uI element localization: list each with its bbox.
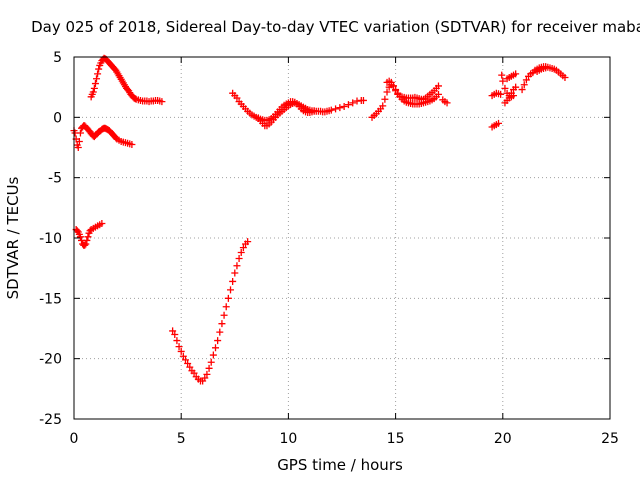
x-tick-label: 5 (177, 431, 186, 447)
data-point (239, 244, 247, 252)
data-point (74, 144, 82, 151)
data-point (332, 105, 340, 113)
y-tick-label: -25 (39, 412, 62, 428)
y-tick-label: 0 (53, 110, 62, 126)
data-point (216, 328, 224, 336)
y-tick-label: -20 (39, 352, 62, 368)
data-point (186, 363, 194, 371)
data-point (518, 86, 526, 94)
grid (74, 57, 610, 419)
data-point (201, 374, 209, 382)
data-point (184, 359, 192, 367)
data-point (561, 74, 569, 82)
data-point (73, 227, 81, 235)
data-point (383, 88, 391, 96)
data-point (359, 96, 367, 104)
data-point (499, 77, 507, 85)
data-point (212, 344, 220, 352)
y-tick-label: 5 (53, 50, 62, 66)
data-point (495, 119, 503, 127)
data-point (209, 351, 217, 359)
data-point (91, 80, 99, 88)
data-point (203, 370, 211, 378)
data-point (95, 65, 103, 73)
data-point (327, 106, 335, 114)
data-point (310, 107, 318, 115)
data-point (207, 358, 215, 366)
data-point (349, 99, 357, 107)
data-point (83, 236, 91, 244)
data-point (218, 320, 226, 328)
data-point (224, 294, 232, 302)
data-point (181, 356, 189, 364)
data-point (81, 241, 89, 249)
data-point (158, 98, 166, 106)
x-tick-label: 15 (387, 431, 405, 447)
data-point (512, 83, 520, 91)
y-tick-label: -10 (39, 231, 62, 247)
data-point (89, 88, 97, 96)
data-point (90, 84, 98, 92)
y-tick-label: -15 (39, 291, 62, 307)
data-point (510, 92, 518, 100)
data-point (84, 233, 92, 241)
data-point (94, 70, 102, 78)
data-point (214, 337, 222, 345)
data-point (340, 102, 348, 110)
data-point (381, 95, 389, 103)
data-point (542, 64, 550, 72)
x-axis-title: GPS time / hours (277, 456, 403, 474)
x-tick-label: 0 (70, 431, 79, 447)
data-point (389, 82, 397, 90)
y-tick-label: -5 (48, 171, 62, 187)
data-point (171, 331, 179, 339)
data-point (82, 240, 90, 248)
data-point (222, 303, 230, 311)
data-point (344, 101, 352, 109)
data-point (512, 70, 520, 78)
data-point (498, 71, 506, 79)
data-point (227, 286, 235, 294)
data-point (93, 75, 101, 83)
axis-ticks: 0 5 10 15 20 25 5 0 -5 -10 -15 -20 -25 (39, 50, 619, 447)
x-tick-label: 10 (279, 431, 297, 447)
plot-marks (70, 54, 569, 385)
data-point (177, 347, 185, 355)
data-point (76, 233, 84, 241)
data-point (98, 220, 106, 228)
data-point (387, 78, 395, 86)
data-point (497, 90, 505, 98)
data-point (237, 248, 245, 256)
data-point (434, 90, 442, 98)
data-point (173, 337, 181, 345)
data-point (379, 102, 387, 110)
data-point (443, 99, 451, 107)
data-point (244, 238, 252, 246)
data-point (235, 255, 243, 263)
data-point (336, 104, 344, 112)
data-point (175, 343, 183, 351)
data-point (190, 369, 198, 377)
data-point (520, 81, 528, 89)
data-point (501, 84, 509, 92)
data-point (522, 76, 530, 84)
data-point (392, 87, 400, 95)
data-point (233, 94, 241, 102)
data-point (179, 352, 187, 360)
data-point (169, 327, 177, 335)
data-point (434, 82, 442, 90)
data-point (220, 311, 228, 319)
data-point (231, 269, 239, 277)
data-point (205, 364, 213, 372)
data-point (229, 277, 237, 285)
data-point (233, 262, 241, 270)
data-point (128, 140, 136, 148)
x-tick-label: 20 (494, 431, 512, 447)
chart-title: Day 025 of 2018, Sidereal Day-to-day VTE… (31, 18, 640, 36)
data-point (75, 137, 83, 145)
x-tick-label: 25 (601, 431, 619, 447)
y-axis-title: SDTVAR / TECUs (4, 176, 22, 299)
data-point (76, 129, 84, 137)
